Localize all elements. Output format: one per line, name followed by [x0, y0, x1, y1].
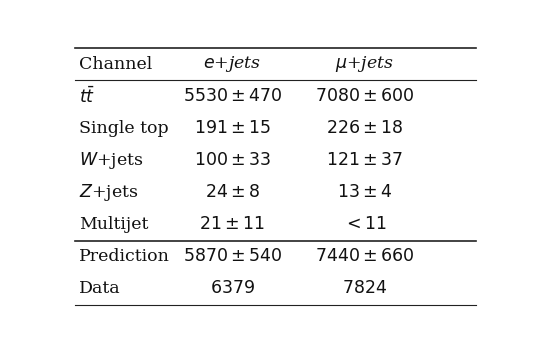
Text: $121 \pm 37$: $121 \pm 37$ [326, 152, 403, 169]
Text: $5530 \pm 470$: $5530 \pm 470$ [183, 88, 282, 105]
Text: $< 11$: $< 11$ [343, 216, 387, 233]
Text: $7080 \pm 600$: $7080 \pm 600$ [315, 88, 414, 105]
Text: $W$+jets: $W$+jets [79, 150, 144, 171]
Text: $Z$+jets: $Z$+jets [79, 182, 139, 203]
Text: Single top: Single top [79, 120, 169, 137]
Text: $\mu$+jets: $\mu$+jets [335, 54, 394, 74]
Text: $226 \pm 18$: $226 \pm 18$ [326, 120, 403, 137]
Text: $7824$: $7824$ [342, 280, 387, 297]
Text: $7440 \pm 660$: $7440 \pm 660$ [315, 248, 414, 265]
Text: Prediction: Prediction [79, 248, 170, 265]
Text: Data: Data [79, 280, 121, 297]
Text: $5870 \pm 540$: $5870 \pm 540$ [183, 248, 282, 265]
Text: $24 \pm 8$: $24 \pm 8$ [205, 184, 260, 201]
Text: $21 \pm 11$: $21 \pm 11$ [199, 216, 265, 233]
Text: Channel: Channel [79, 56, 152, 73]
Text: Multijet: Multijet [79, 216, 148, 233]
Text: $100 \pm 33$: $100 \pm 33$ [194, 152, 271, 169]
Text: $13 \pm 4$: $13 \pm 4$ [337, 184, 392, 201]
Text: $6379$: $6379$ [210, 280, 255, 297]
Text: $t\bar{t}$: $t\bar{t}$ [79, 86, 96, 106]
Text: $e$+jets: $e$+jets [203, 54, 262, 74]
Text: $191 \pm 15$: $191 \pm 15$ [194, 120, 271, 137]
